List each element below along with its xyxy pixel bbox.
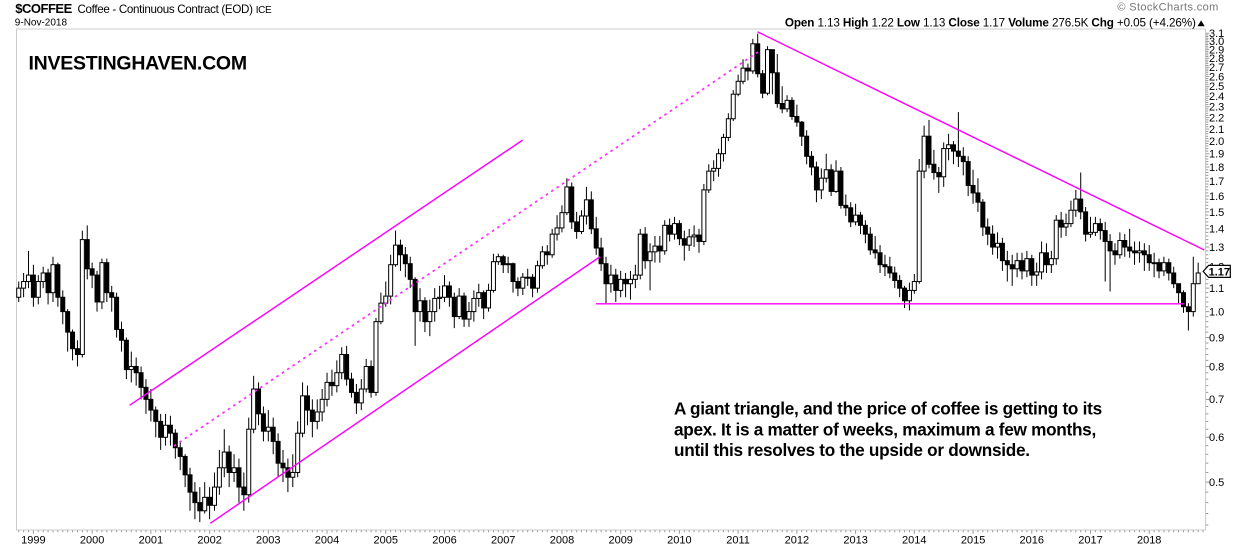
svg-text:2001: 2001 xyxy=(139,535,163,547)
svg-text:1.17: 1.17 xyxy=(1209,266,1230,278)
svg-text:0.9: 0.9 xyxy=(1209,332,1224,344)
svg-text:INVESTINGHAVEN.COM: INVESTINGHAVEN.COM xyxy=(29,53,247,75)
svg-text:Coffee - Continuous Contract (: Coffee - Continuous Contract (EOD) xyxy=(78,3,254,16)
svg-text:0.8: 0.8 xyxy=(1209,361,1224,373)
svg-text:1999: 1999 xyxy=(21,535,45,547)
svg-text:2009: 2009 xyxy=(608,535,632,547)
svg-text:2.9: 2.9 xyxy=(1209,45,1224,57)
svg-text:2005: 2005 xyxy=(374,535,398,547)
svg-text:1.1: 1.1 xyxy=(1209,283,1224,295)
svg-text:2.1: 2.1 xyxy=(1209,124,1224,136)
svg-text:2.5: 2.5 xyxy=(1209,81,1224,93)
svg-text:1.8: 1.8 xyxy=(1209,162,1224,174)
svg-text:1.4: 1.4 xyxy=(1209,224,1224,236)
svg-text:1.0: 1.0 xyxy=(1209,307,1224,319)
svg-text:2017: 2017 xyxy=(1078,535,1102,547)
svg-text:2004: 2004 xyxy=(315,535,339,547)
svg-text:2015: 2015 xyxy=(961,535,985,547)
svg-text:2007: 2007 xyxy=(491,535,515,547)
svg-text:2.4: 2.4 xyxy=(1209,91,1224,103)
svg-text:3.0: 3.0 xyxy=(1209,36,1224,48)
svg-text:$COFFEE: $COFFEE xyxy=(15,1,72,16)
svg-text:2002: 2002 xyxy=(197,535,221,547)
svg-text:1.5: 1.5 xyxy=(1209,207,1224,219)
svg-text:© StockCharts.com: © StockCharts.com xyxy=(1117,2,1218,14)
svg-text:2.3: 2.3 xyxy=(1209,102,1224,114)
svg-text:1.3: 1.3 xyxy=(1209,242,1224,254)
svg-text:2.2: 2.2 xyxy=(1209,113,1224,125)
svg-text:2010: 2010 xyxy=(667,535,691,547)
svg-text:9-Nov-2018: 9-Nov-2018 xyxy=(15,17,68,28)
svg-text:0.7: 0.7 xyxy=(1209,394,1224,406)
svg-text:2014: 2014 xyxy=(902,535,926,547)
svg-text:2008: 2008 xyxy=(550,535,574,547)
svg-text:A giant triangle, and the pric: A giant triangle, and the price of coffe… xyxy=(674,399,1102,419)
svg-text:2016: 2016 xyxy=(1020,535,1044,547)
svg-text:until this resolves to the ups: until this resolves to the upside or dow… xyxy=(674,440,1030,460)
svg-text:3.1: 3.1 xyxy=(1209,28,1224,40)
svg-text:ICE: ICE xyxy=(256,5,272,16)
svg-text:2.8: 2.8 xyxy=(1209,53,1224,65)
svg-text:1.6: 1.6 xyxy=(1209,191,1224,203)
svg-text:2.7: 2.7 xyxy=(1209,62,1224,74)
svg-text:2013: 2013 xyxy=(843,535,867,547)
svg-text:2.6: 2.6 xyxy=(1209,71,1224,83)
svg-text:0.6: 0.6 xyxy=(1209,432,1224,444)
svg-text:2018: 2018 xyxy=(1137,535,1161,547)
svg-text:2011: 2011 xyxy=(726,535,750,547)
svg-text:2003: 2003 xyxy=(256,535,280,547)
svg-text:Open 1.13 High 1.22 Low 1.13 C: Open 1.13 High 1.22 Low 1.13 Close 1.17 … xyxy=(785,17,1196,30)
svg-text:2012: 2012 xyxy=(785,535,809,547)
svg-text:apex. It is a matter of weeks,: apex. It is a matter of weeks, maximum a… xyxy=(674,419,1096,439)
svg-text:0.5: 0.5 xyxy=(1209,477,1224,489)
svg-text:1.7: 1.7 xyxy=(1209,176,1224,188)
svg-text:2.0: 2.0 xyxy=(1209,136,1224,148)
svg-text:1.9: 1.9 xyxy=(1209,149,1224,161)
svg-text:2000: 2000 xyxy=(80,535,104,547)
svg-text:2006: 2006 xyxy=(432,535,456,547)
